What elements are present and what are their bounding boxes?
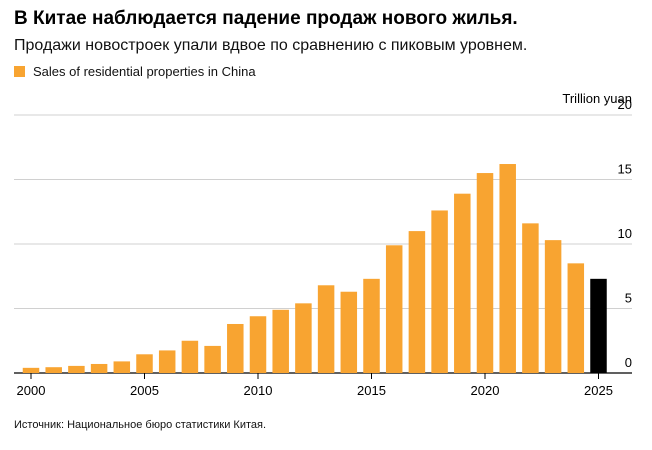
bar-2001 <box>45 367 62 373</box>
bar-2020 <box>476 173 494 373</box>
bar-2011 <box>272 309 289 373</box>
bar-2009 <box>227 323 244 373</box>
chart-subtitle: Продажи новостроек упали вдвое по сравне… <box>14 37 528 54</box>
y-tick-label-10: 10 <box>618 226 632 241</box>
bar-2013 <box>317 285 335 373</box>
x-tick-label-2025: 2025 <box>584 383 613 398</box>
legend-swatch <box>14 66 25 77</box>
x-tick-label-2010: 2010 <box>244 383 273 398</box>
bar-2004 <box>113 361 131 373</box>
x-tick-label-2005: 2005 <box>130 383 159 398</box>
bar-2007 <box>181 340 199 373</box>
y-tick-label-0: 0 <box>625 355 632 370</box>
bar-2012 <box>295 303 312 373</box>
x-tick-label-2015: 2015 <box>357 383 386 398</box>
x-tick-label-2020: 2020 <box>471 383 500 398</box>
bar-2006 <box>158 350 176 373</box>
bar-2015 <box>363 278 380 373</box>
bar-2005 <box>136 354 153 373</box>
legend-label: Sales of residential properties in China <box>33 64 256 79</box>
bar-2003 <box>90 363 108 373</box>
source-note: Источник: Национальное бюро статистики К… <box>14 419 267 431</box>
bar-2016 <box>385 245 403 373</box>
bar-2000 <box>22 367 40 373</box>
bar-2010 <box>249 316 267 373</box>
bar-2025 <box>590 278 607 373</box>
bars <box>22 164 607 373</box>
chart-title: В Китае наблюдается падение продаж новог… <box>14 8 518 29</box>
bar-2017 <box>408 231 426 373</box>
bar-2008 <box>204 345 221 373</box>
y-axis-label: Trillion yuan <box>562 91 632 106</box>
bar-2022 <box>522 223 539 373</box>
bar-2014 <box>340 291 358 373</box>
bar-chart: 0 5 10 15 20 2000 2005 2010 2015 2020 2025 Trilli… <box>14 91 632 398</box>
bar-2023 <box>544 240 562 373</box>
y-axis-ticks: 0 5 10 15 20 <box>618 97 632 370</box>
bar-2024 <box>567 263 585 373</box>
legend: Sales of residential properties in China <box>14 64 256 79</box>
y-tick-label-15: 15 <box>618 162 632 177</box>
bar-2021 <box>499 164 516 373</box>
bar-2018 <box>431 210 448 373</box>
x-tick-label-2000: 2000 <box>17 383 46 398</box>
y-tick-label-20: 20 <box>618 97 632 112</box>
y-tick-label-5: 5 <box>625 291 632 306</box>
bar-2002 <box>68 365 85 373</box>
bar-2019 <box>454 193 471 373</box>
x-axis-ticks: 2000 2005 2010 2015 2020 2025 <box>17 373 613 398</box>
